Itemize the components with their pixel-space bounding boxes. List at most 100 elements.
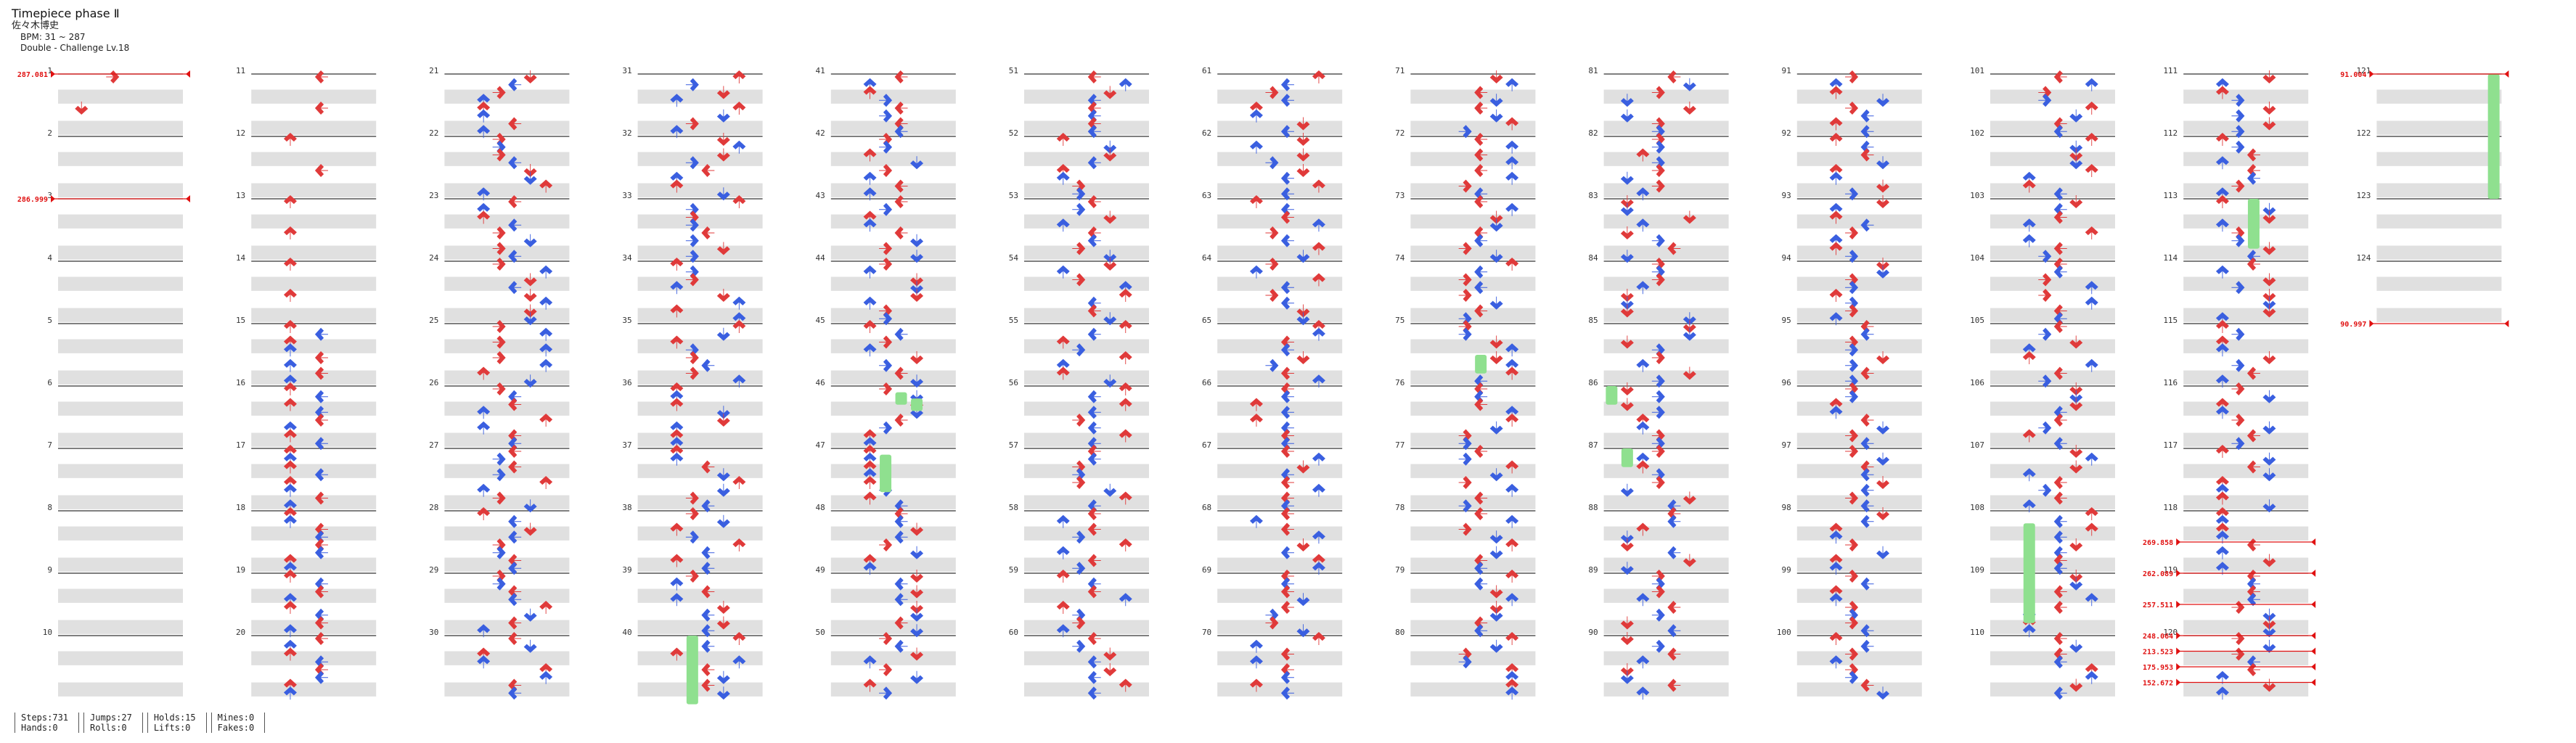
beat-stripe [58,682,183,697]
step-arrow [2053,406,2067,419]
beat-stripe [58,120,183,135]
step-arrow [283,647,297,661]
beat-stripe [444,464,570,478]
step-arrow [2069,195,2083,208]
step-arrow [1056,366,1070,380]
step-arrow [1620,250,1634,263]
step-arrow [2262,117,2276,131]
step-arrow [1860,140,1874,154]
beat-stripe [1410,526,1536,541]
step-arrow [894,530,908,544]
step-arrow [716,670,730,684]
step-arrow [477,187,491,201]
beat-stripe [830,308,956,322]
bpm-change-label: 152.672 [2143,680,2173,688]
step-arrow [1072,273,1086,287]
beat-stripe [1410,276,1536,291]
measure-number: 9 [47,565,52,575]
step-arrow [2053,202,2067,216]
step-arrow [670,258,684,271]
step-arrow [1087,327,1101,341]
step-arrow [2053,601,2067,614]
step-arrow [1087,585,1101,599]
beat-stripe [830,557,956,572]
step-arrow [863,437,877,451]
beat-stripe [1990,682,2115,697]
step-arrow [1860,624,1874,638]
measure-number: 62 [1202,128,1211,138]
step-arrow [716,616,730,630]
step-arrow [2231,226,2245,239]
step-arrow [1103,140,1117,154]
step-arrow [1312,452,1325,466]
step-arrow [1056,601,1070,614]
step-arrow [1280,468,1294,482]
step-arrow [894,514,908,528]
step-arrow [1845,663,1859,676]
step-arrow [1474,374,1488,388]
step-arrow [1312,218,1325,232]
step-arrow [1651,234,1665,247]
step-arrow [910,406,924,419]
step-arrow [732,320,746,333]
beat-stripe [637,682,763,697]
step-arrow [1860,639,1874,653]
measure-number: 38 [622,503,631,512]
step-arrow [685,343,699,357]
step-arrow [2085,102,2098,115]
step-arrow [716,686,730,700]
step-arrow [1860,577,1874,591]
step-arrow [2053,366,2067,380]
beat-stripe [251,620,377,634]
step-arrow [685,366,699,380]
beat-stripe [251,651,377,665]
measure-number: 45 [816,316,825,325]
beat-stripe [1990,276,2115,291]
measure-number: 18 [236,503,245,512]
step-arrow [523,70,537,83]
beat-stripe [251,339,377,353]
step-arrow [477,655,491,669]
beat-stripe [1024,588,1149,603]
step-arrow [1651,476,1665,489]
step-arrow [2053,265,2067,279]
step-arrow [1829,234,1843,247]
step-arrow [314,70,328,83]
step-arrow [1489,530,1503,544]
step-arrow [732,140,746,154]
step-arrow [1651,437,1665,451]
step-arrow [1651,429,1665,443]
step-arrow [1296,538,1310,551]
step-arrow [1651,608,1665,622]
step-arrow [2215,562,2229,575]
step-arrow [2215,406,2229,419]
step-arrow [2262,304,2276,318]
step-arrow [283,483,297,497]
step-arrow [1682,312,1696,326]
beat-stripe [1990,183,2115,197]
step-arrow [2085,670,2098,684]
step-arrow [508,460,522,474]
step-arrow [314,406,328,419]
chart-column: 11 12 13 14 15 16 17 18 19 20 [236,66,377,697]
measure-number: 25 [429,316,438,325]
step-arrow [1845,647,1859,661]
step-arrow [1505,632,1519,645]
bpm-change-marker: 257.511 [2143,601,2316,609]
step-arrow [1860,327,1874,341]
chart-column: 31 32 33 34 35 36 37 38 39 40 [622,66,763,697]
measure-number: 86 [1588,378,1598,387]
step-arrow [1474,304,1488,318]
step-arrow [1620,109,1634,123]
measure-number: 88 [1588,503,1598,512]
measure-number: 24 [429,253,439,263]
beat-stripe [1217,183,1343,197]
step-arrow [910,624,924,638]
step-arrow [492,133,506,146]
step-arrow [1505,406,1519,419]
step-arrow [2231,382,2245,395]
beat-stripe [637,308,763,322]
step-arrow [1620,538,1634,551]
step-arrow [670,125,684,139]
step-arrow [1474,445,1488,458]
